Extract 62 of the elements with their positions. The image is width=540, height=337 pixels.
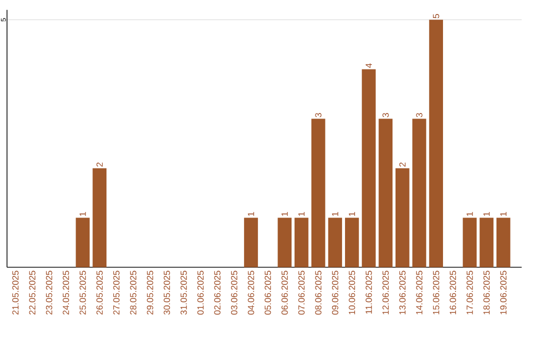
bar <box>462 218 477 268</box>
x-tick-label: 13.06.2025 <box>399 271 406 315</box>
x-tick-label: 12.06.2025 <box>382 271 389 315</box>
bar <box>278 218 292 268</box>
x-tick-label: 09.06.2025 <box>332 271 338 315</box>
bar <box>328 218 342 268</box>
data-label: 1 <box>466 212 473 216</box>
data-label: 5 <box>432 14 440 18</box>
x-tick-label: 03.06.2025 <box>231 271 238 315</box>
bar <box>496 218 510 268</box>
bar <box>362 70 376 268</box>
x-tick-label: 28.05.2025 <box>130 271 136 315</box>
data-label: 1 <box>298 212 305 216</box>
x-tick-label: 18.06.2025 <box>483 271 490 315</box>
x-tick-label: 25.05.2025 <box>80 271 86 315</box>
x-tick-label: 01.06.2025 <box>197 271 204 315</box>
data-label: 3 <box>315 113 322 118</box>
data-label: 1 <box>80 212 86 216</box>
x-tick-label: 02.06.2025 <box>214 271 220 315</box>
bar <box>76 218 90 268</box>
x-tick-label: 31.05.2025 <box>180 271 187 315</box>
data-label: 1 <box>484 212 490 216</box>
x-tick-label: 30.05.2025 <box>164 271 170 315</box>
x-tick-label: 29.05.2025 <box>146 271 154 315</box>
x-tick-label: 07.06.2025 <box>298 271 305 315</box>
x-tick-label: 15.06.2025 <box>432 271 440 315</box>
x-tick-label: 05.06.2025 <box>264 271 271 315</box>
data-label: 2 <box>96 162 103 167</box>
x-tick-label: 08.06.2025 <box>315 271 322 315</box>
data-label: 4 <box>366 64 372 68</box>
x-tick-label: 19.06.2025 <box>500 271 507 315</box>
bar <box>345 218 359 268</box>
data-label: 1 <box>332 212 338 216</box>
x-tick-label: 24.05.2025 <box>62 271 70 315</box>
x-tick-label: 21.05.2025 <box>12 271 19 315</box>
x-tick-label: 11.06.2025 <box>366 271 372 314</box>
bar <box>92 168 106 268</box>
data-label: 1 <box>348 212 356 216</box>
bar <box>378 119 393 268</box>
bar <box>244 218 258 268</box>
x-tick-label: 10.06.2025 <box>348 271 356 315</box>
x-tick-label: 04.06.2025 <box>248 271 254 315</box>
bar <box>480 218 494 268</box>
bar <box>311 119 326 268</box>
bar <box>396 168 410 268</box>
x-tick-label: 16.06.2025 <box>450 271 456 315</box>
x-tick-label: 27.05.2025 <box>113 271 120 315</box>
x-tick-label: 26.05.2025 <box>96 271 103 315</box>
bar <box>294 218 308 268</box>
x-tick-label: 14.06.2025 <box>416 271 422 315</box>
x-tick-label: 17.06.2025 <box>466 271 473 315</box>
x-tick-label: 06.06.2025 <box>281 271 288 315</box>
x-tick-label: 22.05.2025 <box>29 271 36 315</box>
data-label: 3 <box>382 113 389 118</box>
data-label: 1 <box>500 212 506 216</box>
data-label: 3 <box>416 113 422 118</box>
bar <box>412 119 426 268</box>
x-tick-label: 23.05.2025 <box>46 271 52 315</box>
data-label: 1 <box>282 212 288 216</box>
bar <box>429 20 444 268</box>
data-label: 1 <box>248 212 254 216</box>
data-label: 2 <box>399 162 406 167</box>
